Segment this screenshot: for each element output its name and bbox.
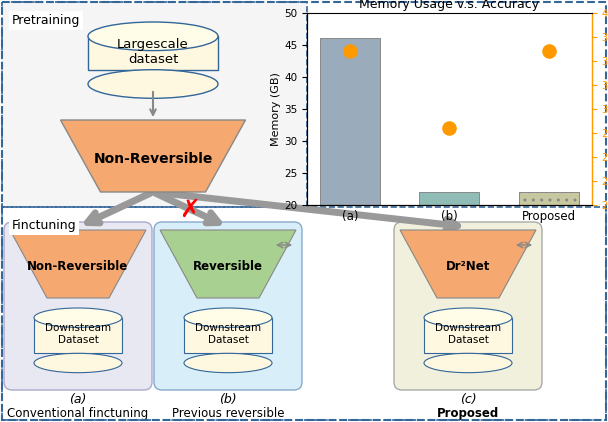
- FancyBboxPatch shape: [394, 222, 542, 390]
- Text: Non-Reversible: Non-Reversible: [93, 152, 213, 166]
- Bar: [88, 36, 218, 70]
- Ellipse shape: [34, 308, 122, 327]
- Point: [444, 124, 454, 131]
- Text: Downstream
Dataset: Downstream Dataset: [435, 323, 501, 345]
- Text: (b): (b): [219, 393, 237, 406]
- FancyBboxPatch shape: [2, 2, 307, 207]
- Ellipse shape: [34, 353, 122, 373]
- Text: ✓: ✓: [330, 186, 350, 210]
- FancyBboxPatch shape: [4, 222, 152, 390]
- Text: Downstream
Dataset: Downstream Dataset: [195, 323, 261, 345]
- Text: Downstream
Dataset: Downstream Dataset: [45, 323, 111, 345]
- Text: Dr²Net: Dr²Net: [446, 260, 490, 273]
- Point: [345, 48, 354, 54]
- Polygon shape: [10, 230, 146, 298]
- Ellipse shape: [88, 70, 218, 98]
- Bar: [420, 192, 479, 333]
- Ellipse shape: [424, 308, 512, 327]
- Ellipse shape: [184, 308, 272, 327]
- Ellipse shape: [88, 22, 218, 51]
- Polygon shape: [61, 120, 246, 192]
- Point: [544, 48, 554, 54]
- Text: Proposed: Proposed: [437, 407, 499, 420]
- Text: (a): (a): [69, 393, 87, 406]
- Bar: [184, 318, 272, 353]
- Text: Largescale
dataset: Largescale dataset: [117, 38, 189, 66]
- Bar: [424, 318, 512, 353]
- Text: Finctuning: Finctuning: [12, 219, 77, 232]
- Ellipse shape: [184, 353, 272, 373]
- Ellipse shape: [424, 353, 512, 373]
- Text: Reversible: Reversible: [193, 260, 263, 273]
- Text: Non-Reversible: Non-Reversible: [27, 260, 129, 273]
- Bar: [320, 38, 379, 333]
- FancyBboxPatch shape: [154, 222, 302, 390]
- Text: Conventional finctuning: Conventional finctuning: [7, 407, 148, 420]
- Bar: [34, 318, 122, 353]
- Title: Memory Usage v.s. Accuracy: Memory Usage v.s. Accuracy: [359, 0, 539, 11]
- Text: Pretraining: Pretraining: [12, 14, 80, 27]
- Text: Previous reversible: Previous reversible: [171, 407, 285, 420]
- Text: (c): (c): [460, 393, 476, 406]
- Y-axis label: Memory (GB): Memory (GB): [271, 72, 282, 146]
- Polygon shape: [160, 230, 296, 298]
- Polygon shape: [400, 230, 536, 298]
- Bar: [519, 192, 579, 333]
- Text: ✗: ✗: [179, 198, 201, 222]
